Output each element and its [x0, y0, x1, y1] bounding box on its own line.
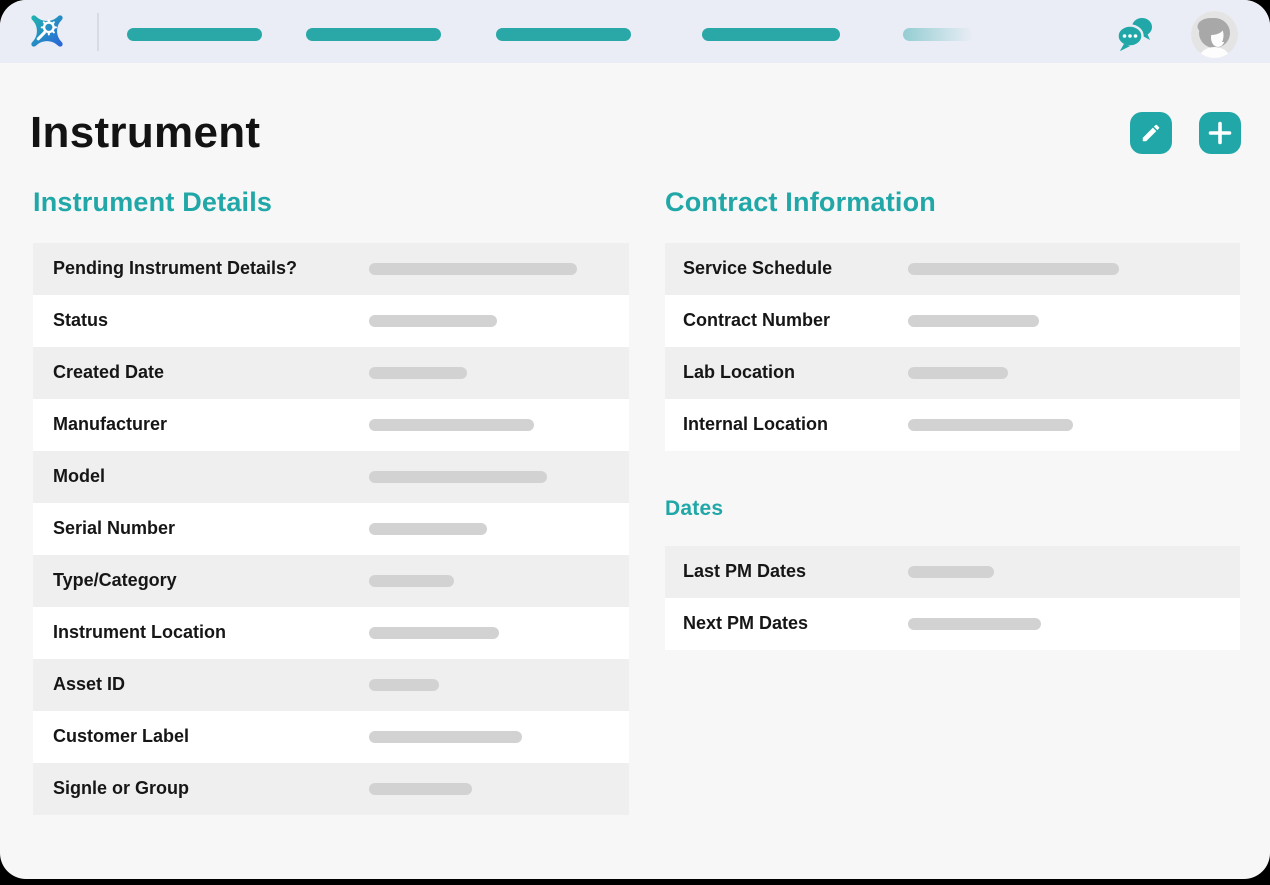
instrument-details-heading: Instrument Details	[33, 186, 273, 217]
field-value-placeholder	[908, 262, 1119, 275]
field-row: Next PM Dates	[665, 597, 1240, 650]
field-label: Contract Number	[683, 310, 831, 331]
field-label: Serial Number	[53, 518, 176, 539]
contract-information-section: Contract Information Service Schedule Con…	[665, 187, 1240, 815]
field-row: Service Schedule	[665, 242, 1240, 295]
field-label: Type/Category	[53, 570, 177, 591]
content-columns: Instrument Details Pending Instrument De…	[0, 187, 1270, 815]
field-value-placeholder	[369, 314, 497, 327]
field-value-placeholder	[908, 366, 1008, 379]
field-label: Customer Label	[53, 726, 190, 747]
instrument-details-section: Instrument Details Pending Instrument De…	[33, 187, 629, 815]
field-row: Manufacturer	[33, 398, 629, 451]
field-value-placeholder	[908, 418, 1073, 431]
field-row: Type/Category	[33, 554, 629, 607]
nav-item-placeholder[interactable]	[903, 28, 973, 41]
field-value-placeholder	[908, 314, 1039, 327]
nav-item-placeholder[interactable]	[306, 28, 441, 41]
field-row: Contract Number	[665, 294, 1240, 347]
user-avatar-image	[1191, 11, 1238, 58]
app-logo[interactable]	[25, 9, 69, 53]
nav-item-placeholder[interactable]	[127, 28, 262, 41]
field-label: Pending Instrument Details?	[53, 258, 298, 279]
user-avatar[interactable]	[1191, 11, 1238, 58]
field-value-placeholder	[369, 626, 499, 639]
field-row: Status	[33, 294, 629, 347]
field-value-placeholder	[369, 470, 547, 483]
field-value-placeholder	[369, 366, 467, 379]
field-row: Last PM Dates	[665, 545, 1240, 598]
field-label: Lab Location	[683, 362, 795, 383]
field-label: Internal Location	[683, 414, 829, 435]
dates-heading: Dates	[665, 496, 724, 520]
field-label: Model	[53, 466, 105, 487]
field-value-placeholder	[908, 565, 994, 578]
field-row: Pending Instrument Details?	[33, 242, 629, 295]
field-row: Created Date	[33, 346, 629, 399]
pencil-icon	[1142, 125, 1160, 142]
contract-information-heading: Contract Information	[665, 186, 936, 217]
top-navigation-bar	[0, 0, 1270, 63]
field-value-placeholder	[369, 574, 454, 587]
field-label: Status	[53, 310, 109, 331]
field-value-placeholder	[908, 617, 1041, 630]
field-label: Next PM Dates	[683, 613, 809, 634]
nav-item-placeholder[interactable]	[702, 28, 840, 41]
field-value-placeholder	[369, 522, 487, 535]
field-label: Instrument Location	[53, 622, 227, 643]
field-label: Asset ID	[53, 674, 126, 695]
page-header: Instrument	[0, 63, 1270, 159]
field-label: Signle or Group	[53, 778, 190, 799]
field-row: Asset ID	[33, 658, 629, 711]
dates-rows: Last PM Dates Next PM Dates	[665, 545, 1240, 650]
contract-information-rows: Service Schedule Contract Number Lab Locat…	[665, 242, 1240, 451]
field-value-placeholder	[369, 730, 522, 743]
field-row: Customer Label	[33, 710, 629, 763]
plus-icon	[1208, 121, 1232, 145]
nav-item-placeholder[interactable]	[496, 28, 631, 41]
field-value-placeholder	[369, 782, 472, 795]
gear-wrench-logo-icon	[31, 15, 63, 47]
page-actions	[1130, 112, 1241, 155]
field-label: Last PM Dates	[683, 561, 807, 582]
field-value-placeholder	[369, 418, 534, 431]
field-row: Lab Location	[665, 346, 1240, 399]
add-button[interactable]	[1199, 112, 1241, 155]
field-label: Service Schedule	[683, 258, 833, 279]
field-row: Internal Location	[665, 398, 1240, 451]
edit-button[interactable]	[1130, 112, 1172, 155]
field-row: Model	[33, 450, 629, 503]
field-row: Serial Number	[33, 502, 629, 555]
field-label: Manufacturer	[53, 414, 168, 435]
page-title: Instrument	[30, 108, 261, 157]
main-content: Instrument	[0, 63, 1270, 815]
chat-button[interactable]	[1116, 15, 1154, 53]
topbar-divider	[97, 13, 99, 51]
instrument-details-rows: Pending Instrument Details? Status Created…	[33, 242, 629, 815]
field-label: Created Date	[53, 362, 165, 383]
field-row: Signle or Group	[33, 762, 629, 815]
chat-bubbles-icon	[1116, 18, 1152, 51]
field-row: Instrument Location	[33, 606, 629, 659]
field-value-placeholder	[369, 678, 439, 691]
field-value-placeholder	[369, 262, 577, 275]
